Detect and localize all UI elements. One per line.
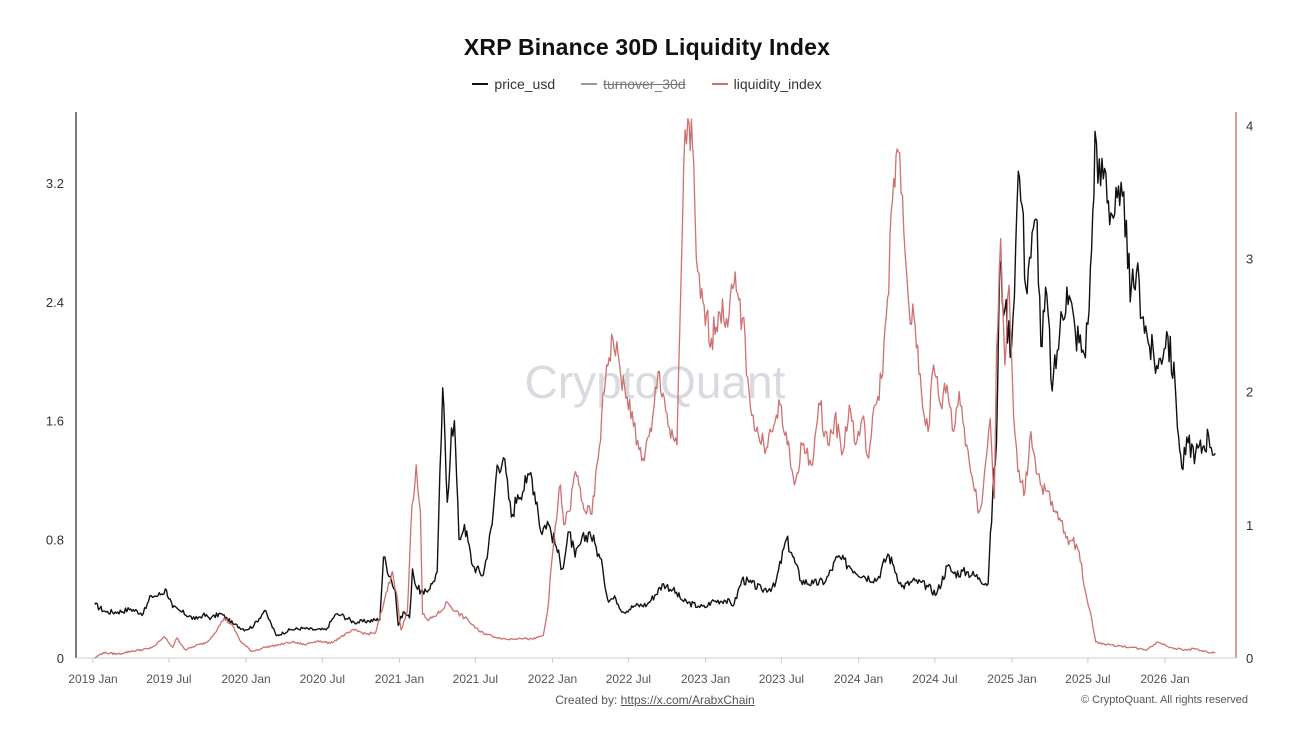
x-tick-label: 2023 Jul bbox=[759, 672, 804, 686]
y-right-tick-label: 3 bbox=[1246, 251, 1253, 266]
series-line-liquidity-index bbox=[94, 118, 1216, 659]
x-tick-label: 2020 Jul bbox=[300, 672, 345, 686]
y-right-tick-label: 4 bbox=[1246, 118, 1253, 133]
series-line-price-usd bbox=[94, 130, 1216, 637]
y-right-tick-label: 1 bbox=[1246, 518, 1253, 533]
y-left-tick-label: 1.6 bbox=[46, 414, 64, 429]
footer-created-by: Created by: https://x.com/ArabxChain bbox=[0, 693, 1294, 707]
created-by-link[interactable]: https://x.com/ArabxChain bbox=[620, 693, 755, 707]
y-left-tick-label: 2.4 bbox=[46, 295, 64, 310]
copyright-notice: © CryptoQuant. All rights reserved bbox=[1080, 694, 1248, 706]
x-tick-label: 2021 Jan bbox=[375, 672, 424, 686]
legend-swatch-turnover-30d bbox=[581, 83, 598, 85]
y-left-tick-label: 0.8 bbox=[46, 532, 64, 547]
legend-item-turnover-30d[interactable]: turnover_30d bbox=[581, 76, 686, 92]
legend-item-price-usd[interactable]: price_usd bbox=[472, 76, 555, 92]
y-right-tick-label: 2 bbox=[1246, 385, 1253, 400]
chart-title: XRP Binance 30D Liquidity Index bbox=[463, 34, 831, 60]
legend-swatch-liquidity-index bbox=[711, 83, 728, 85]
chart-legend: price_usd turnover_30d liquidity_index bbox=[0, 76, 1294, 92]
x-tick-label: 2019 Jul bbox=[146, 672, 191, 686]
y-right-tick-label: 0 bbox=[1246, 651, 1253, 666]
legend-label-turnover-30d: turnover_30d bbox=[603, 76, 686, 92]
x-tick-label: 2025 Jan bbox=[987, 672, 1036, 686]
legend-swatch-price-usd bbox=[472, 83, 489, 85]
y-left-tick-label: 3.2 bbox=[46, 176, 64, 191]
created-by-label: Created by: bbox=[555, 693, 618, 707]
x-tick-label: 2026 Jan bbox=[1140, 672, 1189, 686]
x-tick-label: 2022 Jan bbox=[528, 672, 577, 686]
x-tick-label: 2021 Jul bbox=[453, 672, 498, 686]
x-tick-label: 2022 Jul bbox=[606, 672, 651, 686]
x-tick-label: 2023 Jan bbox=[681, 672, 730, 686]
x-tick-label: 2020 Jan bbox=[221, 672, 270, 686]
x-tick-label: 2024 Jul bbox=[912, 672, 957, 686]
legend-label-price-usd: price_usd bbox=[494, 76, 556, 92]
legend-label-liquidity-index: liquidity_index bbox=[733, 76, 822, 92]
x-tick-label: 2024 Jan bbox=[834, 672, 883, 686]
legend-item-liquidity-index[interactable]: liquidity_index bbox=[711, 76, 822, 92]
x-tick-label: 2025 Jul bbox=[1065, 672, 1110, 686]
y-left-tick-label: 0 bbox=[57, 651, 64, 666]
x-tick-label: 2019 Jan bbox=[68, 672, 117, 686]
